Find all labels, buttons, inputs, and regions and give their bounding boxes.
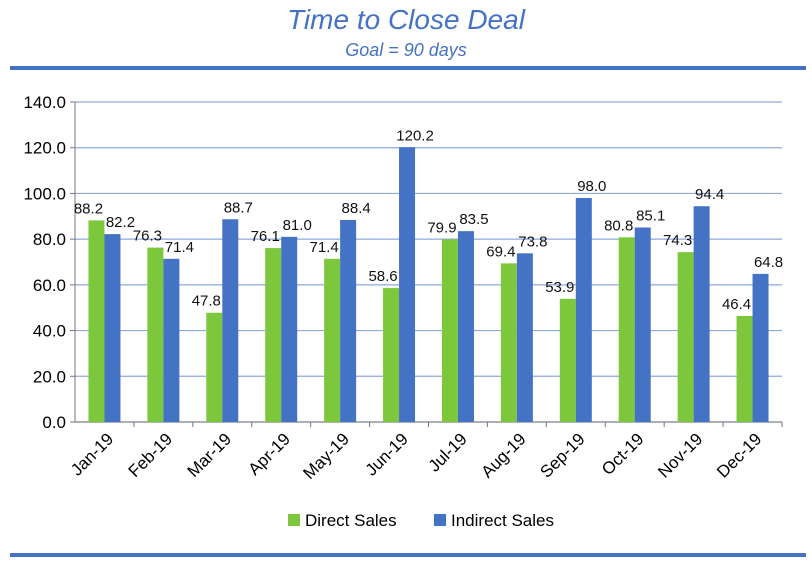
bar-direct-sales [324, 258, 341, 422]
legend-swatch [288, 514, 300, 526]
bar-direct-sales [88, 220, 105, 422]
bar-direct-sales [147, 247, 164, 422]
x-tick-label: Jul-19 [425, 429, 471, 475]
data-label-indirect-sales: 94.4 [695, 186, 724, 203]
y-tick-label: 20.0 [33, 367, 66, 386]
y-tick-label: 60.0 [33, 276, 66, 295]
data-label-direct-sales: 58.6 [368, 268, 397, 285]
data-label-direct-sales: 79.9 [427, 219, 456, 236]
data-label-indirect-sales: 98.0 [577, 178, 606, 195]
bar-direct-sales [559, 298, 576, 422]
bar-indirect-sales [752, 273, 769, 422]
top-divider [10, 66, 806, 70]
data-label-indirect-sales: 73.8 [518, 233, 547, 250]
x-tick-label: Sep-19 [536, 429, 588, 481]
y-tick-label: 100.0 [23, 184, 66, 203]
bar-indirect-sales [516, 253, 533, 422]
data-label-indirect-sales: 81.0 [283, 217, 312, 234]
bar-direct-sales [441, 239, 458, 422]
x-tick-label: Oct-19 [598, 429, 648, 479]
data-label-direct-sales: 76.1 [251, 228, 280, 245]
bar-direct-sales [265, 248, 282, 422]
legend-swatch [434, 514, 446, 526]
data-label-indirect-sales: 82.2 [106, 214, 135, 231]
data-label-indirect-sales: 83.5 [459, 211, 488, 228]
chart-title: Time to Close Deal [287, 4, 525, 35]
x-tick-label: Mar-19 [184, 429, 236, 481]
legend-label: Direct Sales [305, 511, 397, 530]
y-tick-label: 0.0 [42, 413, 66, 432]
y-tick-label: 80.0 [33, 230, 66, 249]
bottom-divider [10, 553, 806, 557]
bar-indirect-sales [104, 234, 121, 422]
bar-indirect-sales [634, 227, 651, 422]
data-label-indirect-sales: 88.7 [224, 199, 253, 216]
data-label-direct-sales: 69.4 [486, 243, 515, 260]
chart-subtitle: Goal = 90 days [345, 40, 467, 60]
bar-indirect-sales [575, 198, 592, 422]
x-tick-label: Apr-19 [245, 429, 295, 479]
data-label-indirect-sales: 120.2 [396, 127, 434, 144]
y-tick-label: 40.0 [33, 322, 66, 341]
data-label-direct-sales: 46.4 [722, 296, 751, 313]
y-tick-label: 140.0 [23, 93, 66, 112]
x-tick-label: Aug-19 [477, 429, 529, 481]
bar-direct-sales [677, 252, 694, 422]
x-tick-label: May-19 [299, 429, 353, 483]
bar-direct-sales [383, 288, 400, 422]
y-tick-label: 120.0 [23, 139, 66, 158]
data-label-direct-sales: 76.3 [133, 228, 162, 245]
x-tick-label: Nov-19 [654, 429, 706, 481]
data-label-indirect-sales: 85.1 [636, 207, 665, 224]
data-label-direct-sales: 80.8 [604, 217, 633, 234]
x-tick-label: Feb-19 [125, 429, 177, 481]
bar-direct-sales [736, 315, 753, 422]
bar-direct-sales [206, 312, 223, 422]
data-label-direct-sales: 47.8 [192, 293, 221, 310]
x-tick-label: Jun-19 [362, 429, 412, 479]
data-label-indirect-sales: 88.4 [342, 200, 371, 217]
data-label-direct-sales: 88.2 [74, 200, 103, 217]
x-tick-label: Dec-19 [713, 429, 765, 481]
bar-direct-sales [618, 237, 635, 422]
data-label-indirect-sales: 71.4 [165, 239, 194, 256]
data-label-indirect-sales: 64.8 [754, 254, 783, 271]
bar-indirect-sales [281, 236, 298, 422]
data-label-direct-sales: 74.3 [663, 232, 692, 249]
data-label-direct-sales: 71.4 [310, 239, 339, 256]
bar-indirect-sales [693, 206, 710, 422]
bar-indirect-sales [340, 219, 357, 422]
bar-indirect-sales [457, 231, 474, 422]
data-label-direct-sales: 53.9 [545, 279, 574, 296]
bar-direct-sales [500, 263, 517, 422]
x-tick-label: Jan-19 [67, 429, 117, 479]
bar-indirect-sales [222, 219, 239, 422]
bar-indirect-sales [163, 258, 180, 422]
bar-indirect-sales [399, 147, 416, 422]
legend-label: Indirect Sales [451, 511, 554, 530]
